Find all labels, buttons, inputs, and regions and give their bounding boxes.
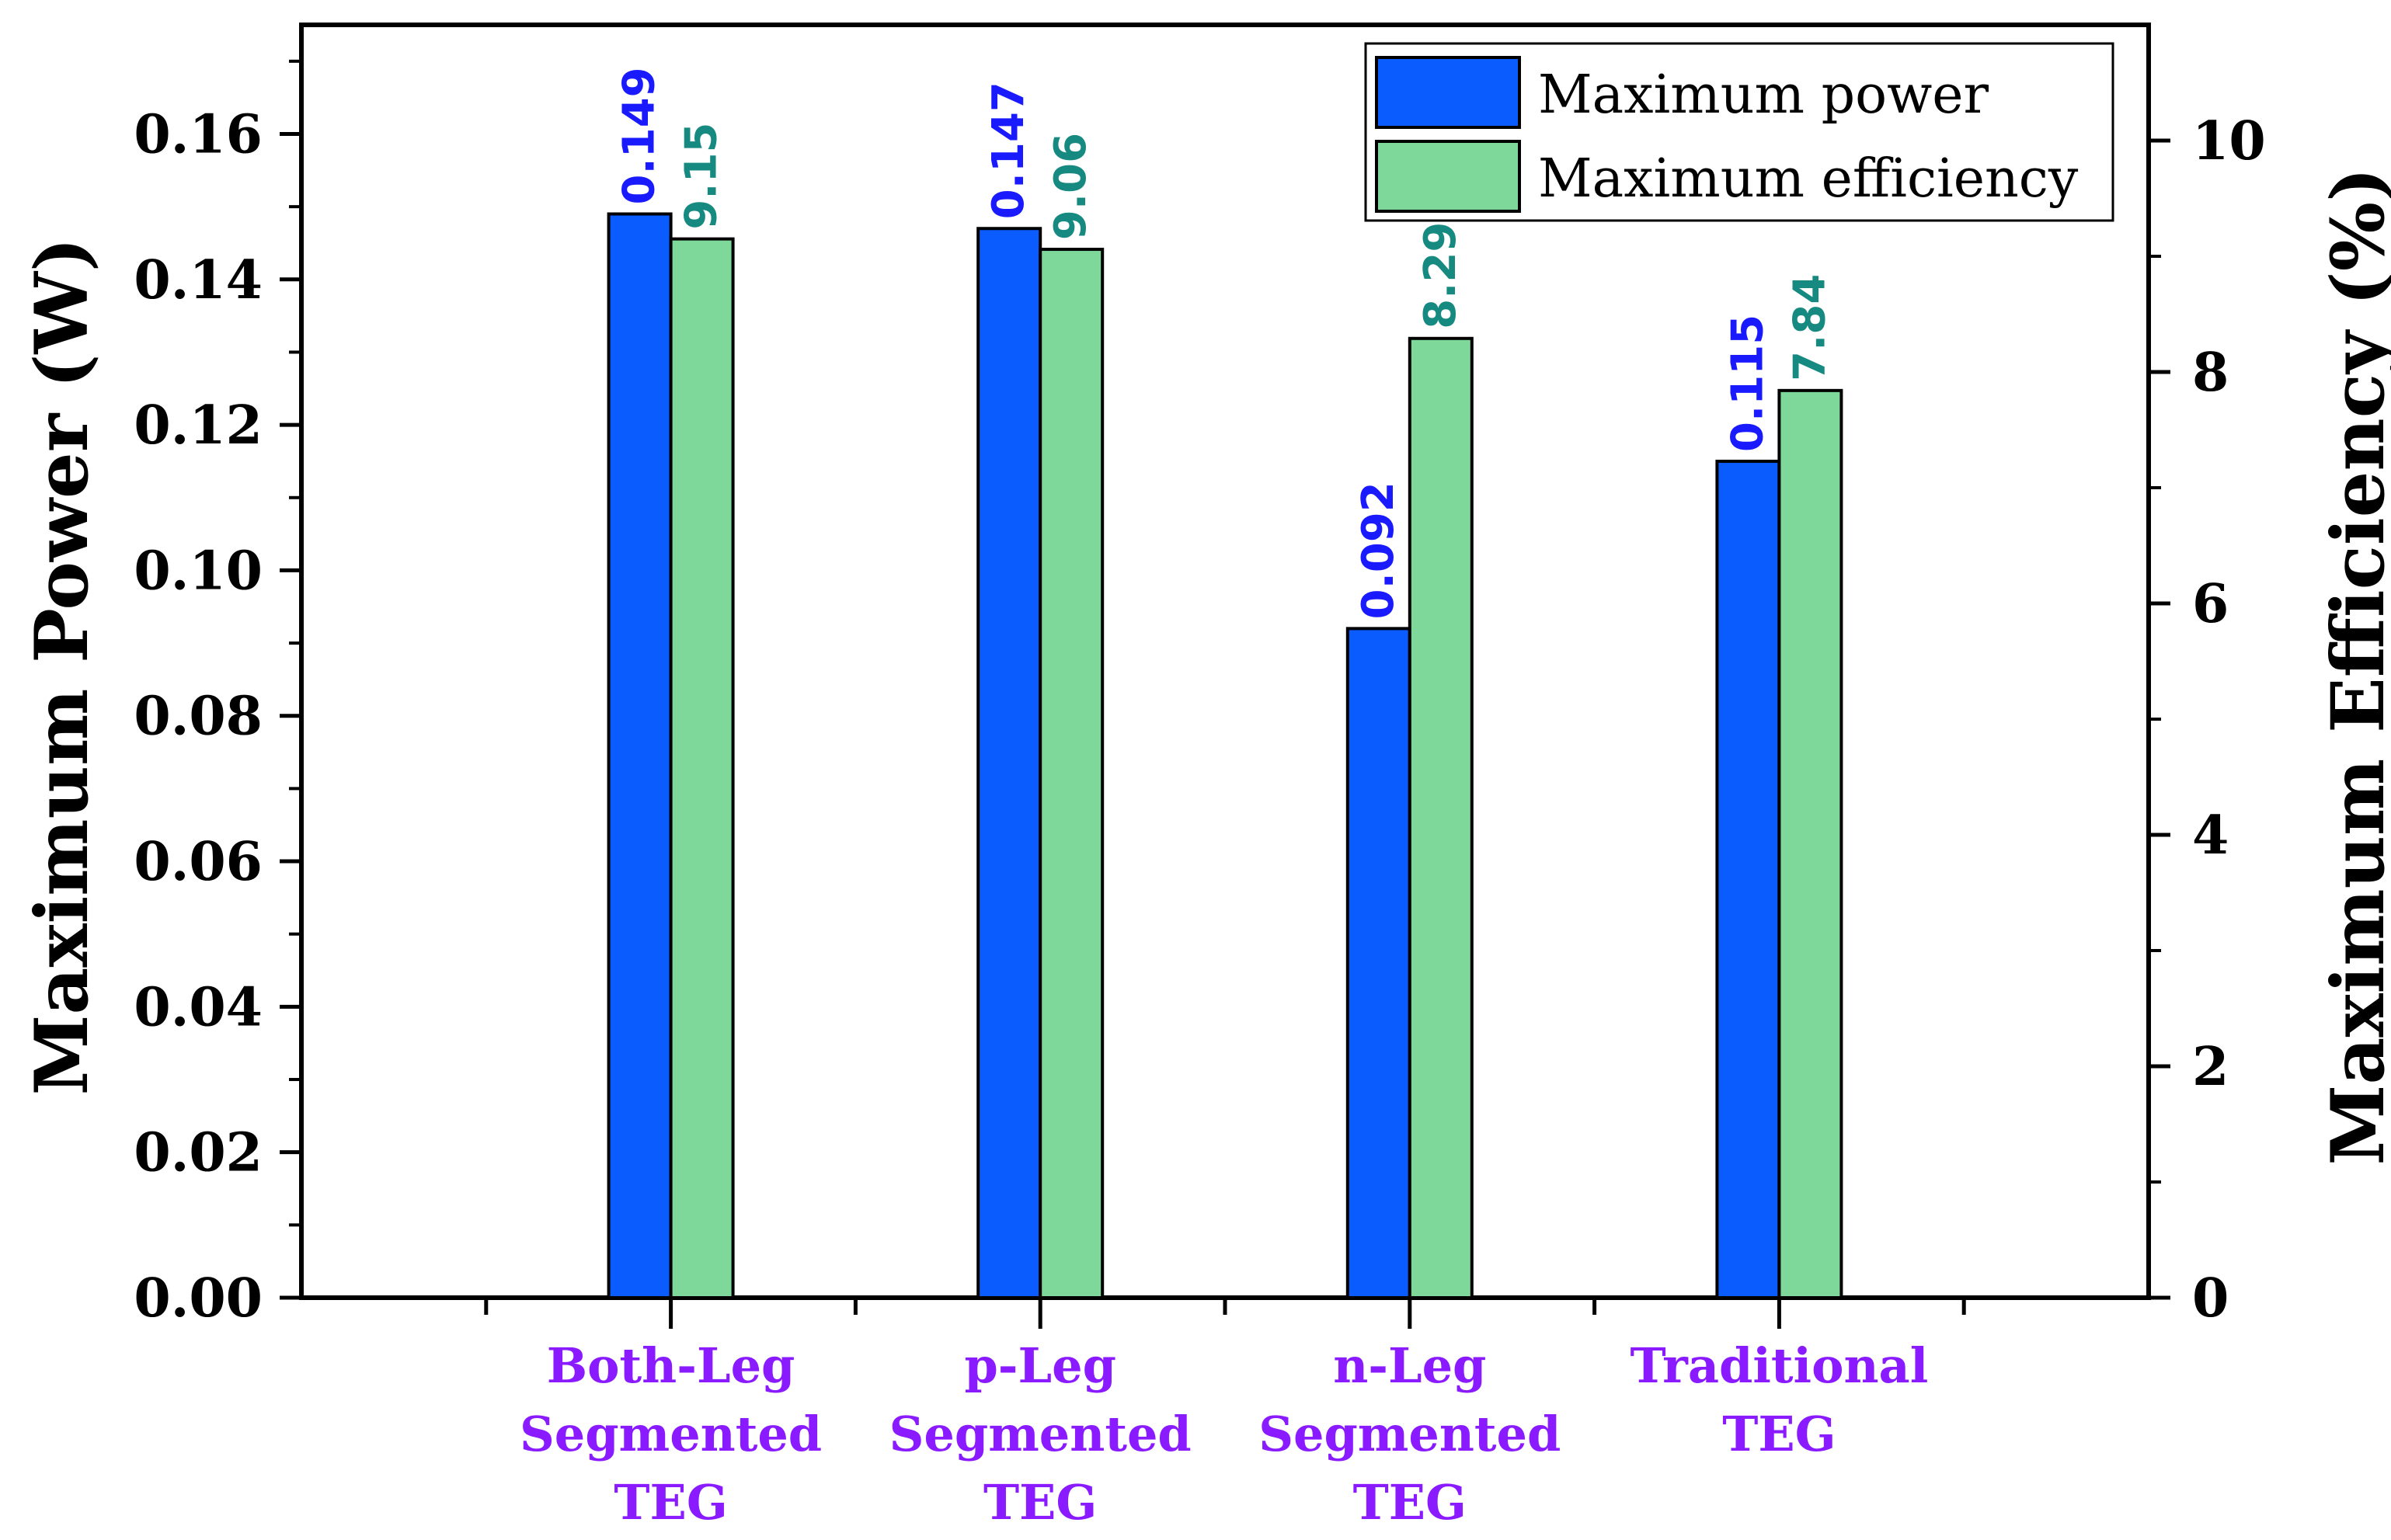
y-tick-label-8: 0.16 (134, 103, 263, 165)
bars (607, 212, 1843, 1300)
category-label-0-line-0: Both-Leg (547, 1337, 795, 1394)
value-label-power-0: 0.149 (614, 67, 665, 204)
value-labels: 0.149 9.15 0.147 9.06 0.092 8.29 0.115 7.84 (614, 67, 1836, 619)
y-tick-label-3: 0.06 (134, 831, 263, 893)
bar-power-1 (976, 227, 1042, 1299)
right-axis: 0 2 4 6 8 10 (2149, 110, 2266, 1330)
legend: Maximum power Maximum efficiency (1364, 42, 2114, 222)
y2-tick-label-0: 0 (2192, 1267, 2229, 1330)
legend-swatch-maximum-power (1375, 56, 1521, 129)
y-tick-label-1: 0.02 (134, 1122, 263, 1184)
category-label-2-line-1: Segmented (1258, 1406, 1561, 1462)
y2-tick-label-5: 10 (2192, 110, 2266, 172)
bar-efficiency-1 (1039, 248, 1105, 1299)
category-label-1-line-0: p-Leg (964, 1337, 1115, 1394)
y-tick-label-7: 0.14 (134, 249, 263, 311)
category-label-0-line-2: TEG (614, 1474, 727, 1531)
value-label-efficiency-2: 8.29 (1415, 222, 1466, 329)
category-labels: Both-Leg Segmented TEG p-Leg Segmented TEG n-L… (520, 1337, 1928, 1531)
bar-efficiency-3 (1777, 388, 1843, 1300)
bar-power-3 (1715, 459, 1781, 1299)
y2-tick-label-2: 4 (2192, 805, 2229, 867)
bar-power-2 (1345, 627, 1411, 1299)
value-label-efficiency-1: 9.06 (1046, 133, 1096, 240)
bar-power-0 (607, 212, 673, 1300)
y2-axis-title: Maximum Efficiency (%) (2316, 167, 2391, 1165)
category-label-0-line-1: Segmented (520, 1406, 822, 1462)
bottom-axis (484, 1298, 1966, 1329)
y-tick-label-5: 0.10 (134, 540, 263, 602)
legend-label-maximum-power: Maximum power (1538, 64, 1989, 126)
category-label-3-line-1: TEG (1722, 1406, 1836, 1462)
y-tick-label-2: 0.04 (134, 976, 263, 1038)
y2-tick-label-1: 2 (2192, 1036, 2229, 1098)
legend-swatch-maximum-efficiency (1375, 140, 1521, 213)
category-label-1-line-1: Segmented (889, 1406, 1192, 1462)
category-label-1-line-2: TEG (983, 1474, 1097, 1531)
category-label-2-line-0: n-Leg (1333, 1337, 1486, 1394)
legend-label-maximum-efficiency: Maximum efficiency (1538, 148, 2079, 210)
y-tick-label-6: 0.12 (134, 395, 263, 457)
y-tick-label-0: 0.00 (134, 1267, 263, 1330)
value-label-efficiency-3: 7.84 (1784, 274, 1835, 381)
left-axis: 0.00 0.02 0.04 0.06 0.08 0.10 0.12 0.14 0.16 (134, 59, 301, 1330)
value-label-efficiency-0: 9.15 (677, 122, 727, 229)
bar-efficiency-2 (1408, 336, 1474, 1299)
y-tick-label-4: 0.08 (134, 686, 263, 748)
value-label-power-2: 0.092 (1353, 481, 1404, 619)
bar-efficiency-0 (669, 237, 735, 1299)
y2-tick-label-4: 8 (2192, 342, 2229, 404)
y-axis-title: Maximum Power (W) (19, 237, 105, 1095)
category-label-3-line-0: Traditional (1631, 1337, 1929, 1394)
y2-tick-label-3: 6 (2192, 573, 2229, 635)
category-label-2-line-2: TEG (1353, 1474, 1467, 1531)
value-label-power-3: 0.115 (1722, 315, 1773, 452)
value-label-power-1: 0.147 (983, 82, 1034, 219)
